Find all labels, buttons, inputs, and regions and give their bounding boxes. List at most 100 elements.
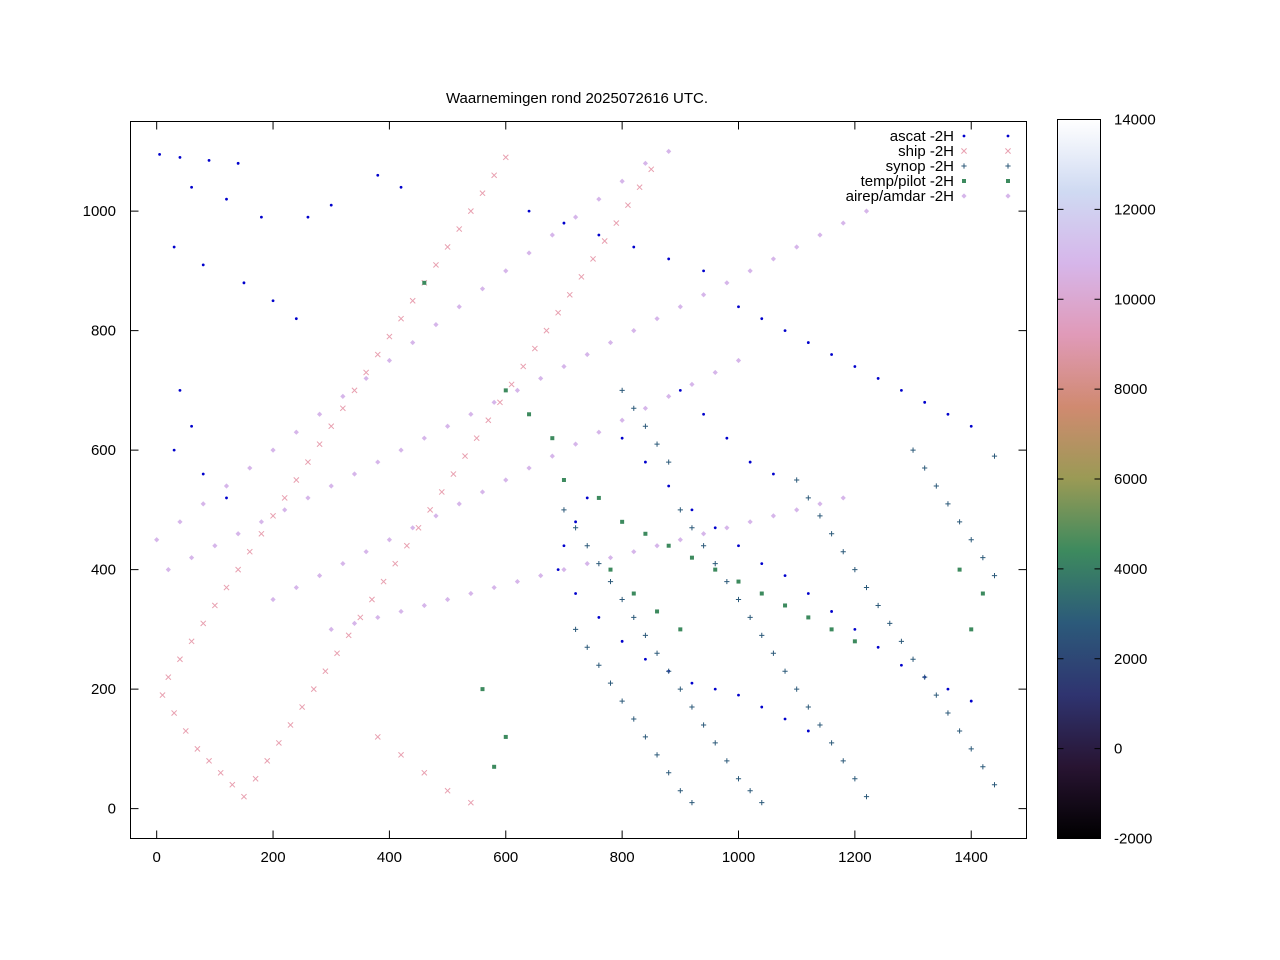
data-point [806,729,810,733]
legend-marker [1006,179,1010,183]
data-point [549,232,555,238]
data-point [242,281,246,285]
legend-marker [1006,134,1010,138]
data-point [497,399,503,406]
data-point [392,560,399,567]
data-point [666,770,672,776]
data-point [584,543,590,549]
data-point [177,656,183,663]
data-point [211,602,218,609]
colorbar-tick-label: -2000 [1114,831,1152,848]
data-point [258,530,265,537]
legend-label: temp/pilot -2H [861,173,954,190]
data-point [398,447,404,453]
legend-label: ascat -2H [890,128,954,145]
legend-marker [1005,193,1011,199]
data-point [817,501,823,507]
data-point [235,531,241,537]
y-tick-label: 200 [91,681,116,698]
data-point [399,185,403,189]
data-point [473,435,480,442]
data-point [689,704,695,710]
data-point [503,734,508,739]
colorbar-tick-label: 12000 [1114,201,1156,218]
data-point [760,705,764,709]
data-point [258,519,265,525]
data-point [923,400,927,404]
data-point [415,524,422,531]
data-point [597,233,601,237]
data-point [853,365,857,368]
data-point [735,776,742,782]
data-point [479,286,486,292]
data-point [590,255,596,262]
data-point [607,680,614,686]
data-point [223,584,230,591]
data-point [351,387,358,394]
data-point [543,327,550,334]
data-point [725,436,729,440]
data-point [293,429,299,435]
data-point [409,297,416,304]
data-point [555,309,562,316]
data-point [562,221,566,225]
data-point [782,668,788,674]
data-point [735,357,742,364]
data-point [747,788,753,794]
data-point [282,507,288,513]
data-point [852,639,857,644]
data-point [759,800,765,806]
data-point [677,537,683,543]
data-point [794,477,800,483]
data-point [702,269,705,273]
data-point [737,544,740,548]
data-point [631,614,637,621]
data-point [607,555,614,561]
data-point [852,567,858,573]
data-point [794,686,800,692]
data-point [438,488,445,495]
data-point [178,388,182,392]
data-point [444,596,451,603]
data-point [632,245,636,249]
x-tick-label: 200 [261,849,286,866]
data-point [760,317,764,321]
data-point [783,574,787,577]
data-point [910,656,916,662]
data-point [700,292,707,298]
x-tick-label: 400 [377,849,402,866]
data-point [305,459,311,466]
data-point [828,531,835,537]
data-point [642,405,649,411]
data-point [654,316,660,322]
series-5 [154,148,870,632]
data-point [380,578,387,585]
data-point [597,616,601,619]
data-point [840,495,846,501]
data-point [933,483,939,489]
data-point [468,411,474,417]
data-point [747,519,753,525]
data-point [737,305,740,309]
data-point [182,727,189,734]
data-point [260,215,263,219]
data-point [556,568,560,572]
data-point [690,681,694,685]
data-point [783,329,787,333]
data-point [759,591,764,596]
data-point [969,627,974,632]
data-point [178,155,182,159]
data-point [374,351,381,358]
data-point [585,496,589,500]
colorbar-tick-label: 4000 [1114,561,1147,578]
data-point [636,184,643,191]
data-point [403,542,410,549]
data-point [363,375,369,382]
data-point [275,739,282,746]
data-point [654,752,660,758]
data-point [619,387,625,393]
data-point [713,687,717,691]
data-point [666,668,672,674]
data-point [200,620,207,627]
